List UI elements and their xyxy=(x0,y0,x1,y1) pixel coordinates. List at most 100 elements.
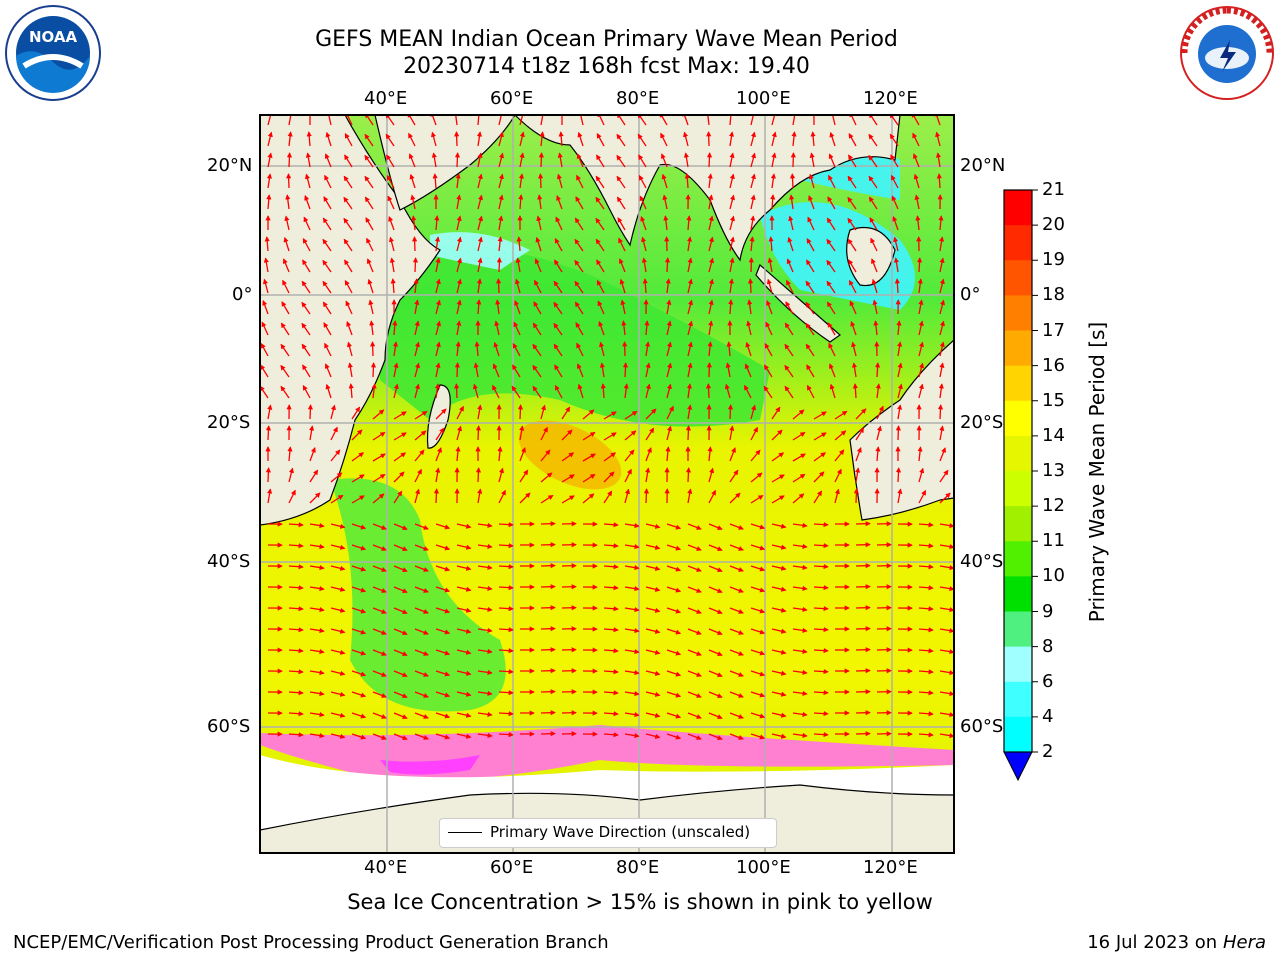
wave-arrow xyxy=(829,383,836,399)
wave-arrow xyxy=(620,299,626,315)
wave-arrow xyxy=(939,257,945,273)
wave-arrow xyxy=(768,236,774,252)
y-tick-left-60s: 60°S xyxy=(207,716,251,737)
wave-arrow xyxy=(477,543,493,549)
wave-arrow xyxy=(582,453,596,462)
legend-label: Primary Wave Direction (unscaled) xyxy=(490,823,751,841)
wave-arrow xyxy=(645,427,655,441)
wave-arrow xyxy=(809,152,815,168)
wave-arrow xyxy=(330,426,338,441)
wave-arrow xyxy=(660,153,668,168)
wave-arrow xyxy=(309,564,325,571)
wave-arrow xyxy=(729,544,744,551)
wave-arrow xyxy=(435,691,451,698)
wave-arrow xyxy=(623,383,629,399)
wave-arrow xyxy=(806,238,815,252)
wave-arrow xyxy=(267,488,273,504)
wave-arrow xyxy=(454,131,460,147)
wave-arrow xyxy=(456,425,463,441)
wave-arrow xyxy=(666,670,682,677)
wave-arrow xyxy=(750,712,766,719)
wave-arrow xyxy=(750,449,761,462)
wave-arrow xyxy=(344,132,353,147)
wave-arrow xyxy=(414,649,429,656)
wave-arrow xyxy=(393,490,403,504)
wave-arrow xyxy=(498,543,514,549)
wave-arrow xyxy=(265,425,272,441)
wave-arrow xyxy=(784,322,794,336)
wave-arrow xyxy=(729,215,735,231)
wave-arrow xyxy=(645,565,661,571)
wave-arrow xyxy=(304,173,311,189)
wave-arrow xyxy=(666,320,672,336)
wave-arrow xyxy=(498,522,514,528)
y-tick-left-40s: 40°S xyxy=(207,551,251,572)
wave-arrow xyxy=(393,670,408,678)
wave-arrow xyxy=(519,447,526,462)
wave-arrow xyxy=(828,342,836,357)
wave-arrow xyxy=(372,473,386,483)
wave-arrow xyxy=(267,115,273,126)
wave-arrow xyxy=(301,343,311,357)
wave-arrow xyxy=(330,628,346,634)
wave-arrow xyxy=(561,429,573,441)
wave-arrow xyxy=(826,259,836,273)
wave-arrow xyxy=(533,301,542,315)
wave-arrow xyxy=(554,259,563,273)
wave-arrow xyxy=(771,670,787,676)
wave-arrow xyxy=(939,544,954,550)
wave-arrow xyxy=(477,585,493,591)
wave-arrow xyxy=(414,488,421,504)
wave-arrow xyxy=(813,689,829,696)
wave-arrow xyxy=(729,194,736,210)
colorbar-segment xyxy=(1004,681,1032,718)
sea-ice-note: Sea Ice Concentration > 15% is shown in … xyxy=(347,890,933,914)
wave-arrow xyxy=(624,564,640,571)
colorbar-segment xyxy=(1004,330,1032,367)
wave-arrow xyxy=(325,131,332,147)
wave-arrow xyxy=(771,586,787,592)
wave-arrow xyxy=(260,364,269,378)
wave-arrow xyxy=(666,523,682,530)
wave-arrow xyxy=(414,628,429,635)
wave-arrow xyxy=(498,606,514,612)
wave-arrow xyxy=(616,133,626,147)
wave-arrow xyxy=(476,278,482,294)
wave-arrow xyxy=(454,152,461,168)
wave-arrow xyxy=(663,215,669,231)
wave-arrow xyxy=(324,342,332,357)
colorbar-tick-label: 19 xyxy=(1042,249,1065,271)
wave-arrow xyxy=(351,495,365,504)
wave-arrow xyxy=(288,543,304,549)
wave-arrow xyxy=(708,628,723,636)
wave-arrow xyxy=(393,362,399,378)
wave-arrow xyxy=(598,321,605,336)
x-tick-bottom-80e: 80°E xyxy=(616,857,660,878)
wave-arrow xyxy=(494,320,500,336)
wave-arrow xyxy=(456,523,472,529)
wave-arrow xyxy=(288,732,304,738)
colorbar-tick-label: 8 xyxy=(1042,635,1054,657)
wave-arrow xyxy=(309,447,316,462)
wave-arrow xyxy=(645,670,661,676)
wave-arrow xyxy=(939,628,954,634)
wave-arrow xyxy=(322,259,332,273)
wave-arrow xyxy=(705,115,711,126)
wave-arrow xyxy=(385,133,395,147)
period-band-green-south xyxy=(330,478,506,712)
wave-arrow xyxy=(597,115,605,126)
noaa-logo: NOAA xyxy=(4,4,102,102)
wave-arrow xyxy=(813,452,827,462)
wave-arrow xyxy=(414,362,421,378)
wave-arrow xyxy=(280,385,290,399)
wave-arrow xyxy=(322,217,332,231)
wave-arrow xyxy=(326,115,332,126)
wave-arrow xyxy=(912,132,920,147)
x-tick-top-80e: 80°E xyxy=(616,88,660,109)
wave-arrow xyxy=(939,691,954,697)
wave-arrow xyxy=(792,648,808,654)
wave-arrow xyxy=(540,404,547,420)
wave-arrow xyxy=(477,648,493,654)
wave-arrow xyxy=(435,523,451,530)
wave-arrow xyxy=(603,648,619,654)
